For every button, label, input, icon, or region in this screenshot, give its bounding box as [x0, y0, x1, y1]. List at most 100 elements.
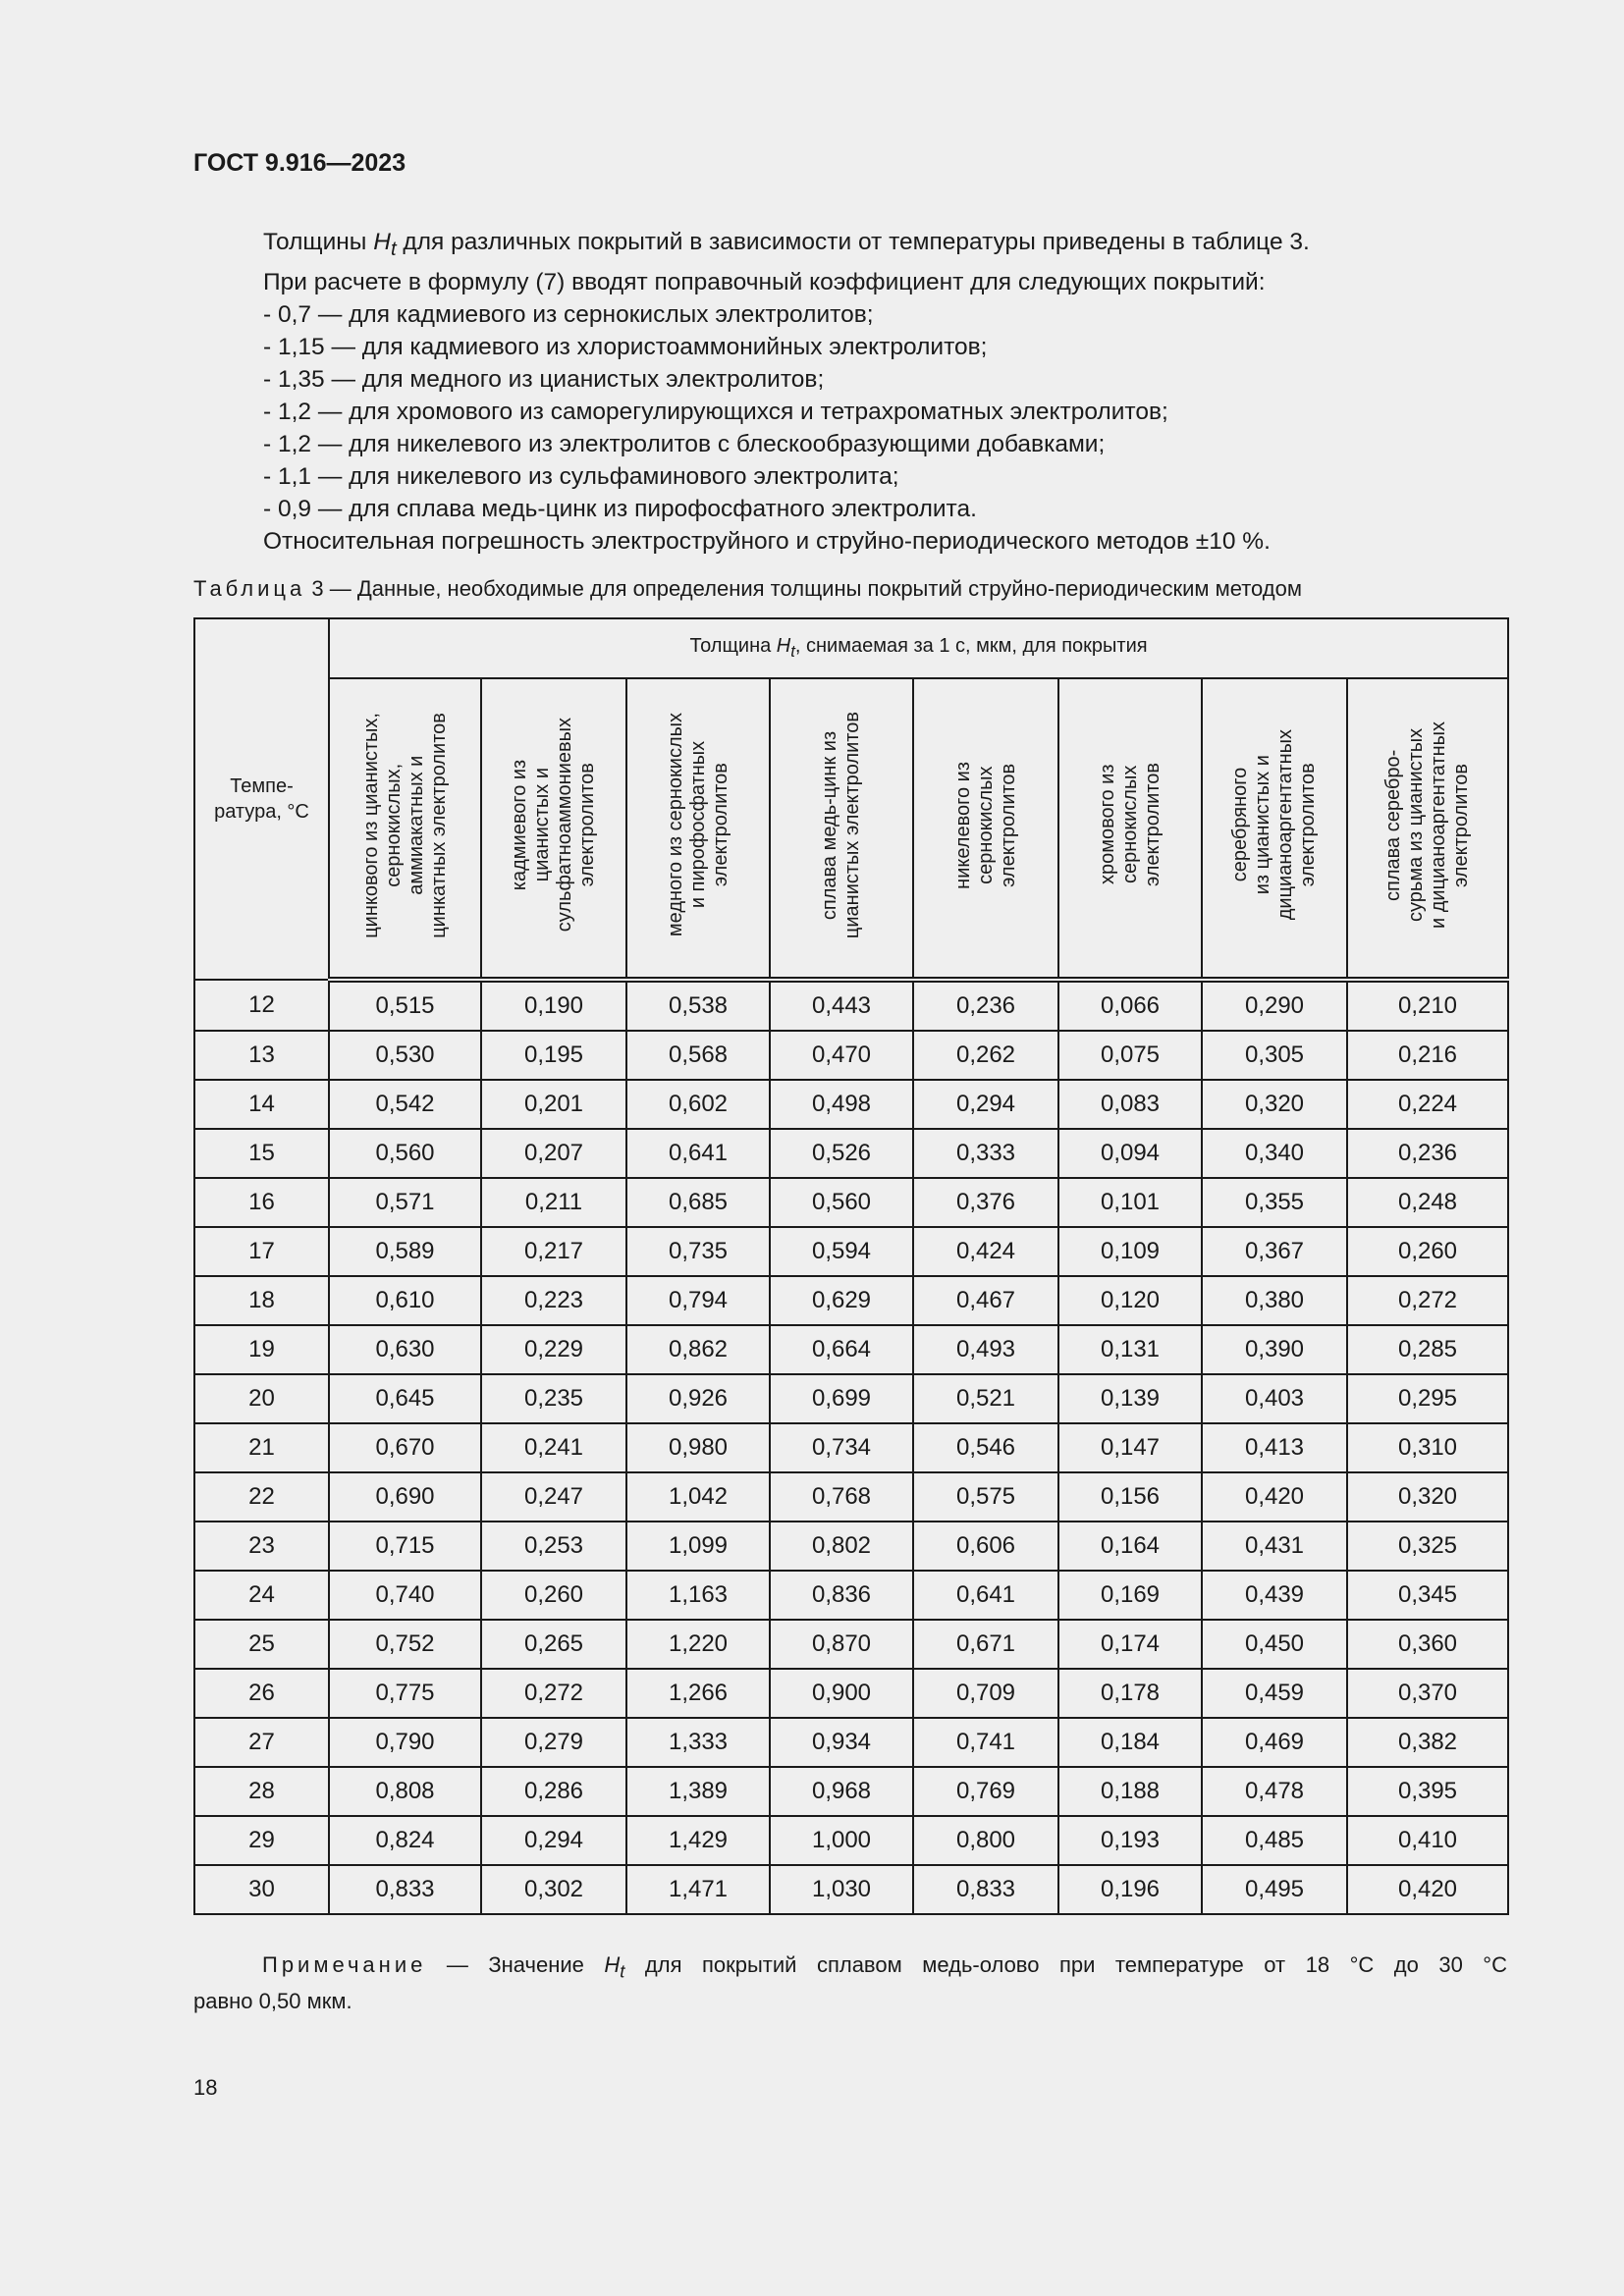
column-header-text: серебряного из цианистых и дицианоаргент…	[1229, 729, 1319, 921]
value-cell: 0,333	[912, 1128, 1059, 1179]
value-cell: 0,193	[1057, 1815, 1203, 1866]
value-cell: 0,294	[912, 1079, 1059, 1130]
value-cell: 0,768	[769, 1471, 914, 1522]
value-cell: 0,752	[328, 1619, 482, 1670]
value-cell: 0,526	[769, 1128, 914, 1179]
text: для различных покрытий в зависимости от …	[396, 229, 1310, 255]
value-cell: 0,262	[912, 1030, 1059, 1081]
column-header-text: сплава серебро- сурьма из цианистых и ди…	[1382, 721, 1472, 929]
value-cell: 0,498	[769, 1079, 914, 1130]
value-cell: 0,606	[912, 1521, 1059, 1572]
value-cell: 0,470	[769, 1030, 914, 1081]
column-header: сплава серебро- сурьма из цианистых и ди…	[1345, 677, 1510, 983]
value-cell: 0,294	[480, 1815, 627, 1866]
table-row: 13 0,530 0,195 0,568 0,470 0,262 0,075 0,305 0,2…	[193, 1030, 1510, 1081]
value-cell: 0,290	[1201, 979, 1348, 1032]
value-cell: 0,345	[1345, 1570, 1510, 1621]
value-cell: 0,325	[1345, 1521, 1510, 1572]
text: Толщина	[689, 635, 777, 657]
value-cell: 0,413	[1201, 1422, 1348, 1473]
value-cell: 0,645	[328, 1373, 482, 1424]
value-cell: 0,602	[625, 1079, 771, 1130]
value-cell: 0,467	[912, 1275, 1059, 1326]
value-cell: 0,439	[1201, 1570, 1348, 1621]
symbol-h: H	[776, 635, 791, 657]
paragraph-line: - 1,2 — для хромового из саморегулирующи…	[263, 398, 1168, 425]
value-cell: 0,094	[1057, 1128, 1203, 1179]
value-cell: 0,980	[625, 1422, 771, 1473]
value-cell: 0,690	[328, 1471, 482, 1522]
value-cell: 0,424	[912, 1226, 1059, 1277]
page-number: 18	[193, 2075, 218, 2100]
table-row: 18 0,610 0,223 0,794 0,629 0,467 0,120 0,380 0,2…	[193, 1275, 1510, 1326]
value-cell: 0,709	[912, 1668, 1059, 1719]
column-header-text: хромового из сернокислых электролитов	[1096, 763, 1164, 887]
value-cell: 0,685	[625, 1177, 771, 1228]
value-cell: 0,610	[328, 1275, 482, 1326]
value-cell: 0,530	[328, 1030, 482, 1081]
value-cell: 0,272	[480, 1668, 627, 1719]
value-cell: 0,836	[769, 1570, 914, 1621]
value-cell: 0,164	[1057, 1521, 1203, 1572]
value-cell: 0,201	[480, 1079, 627, 1130]
value-cell: 0,066	[1057, 979, 1203, 1032]
value-cell: 0,824	[328, 1815, 482, 1866]
value-cell: 0,195	[480, 1030, 627, 1081]
temperature-cell: 14	[193, 1079, 330, 1130]
value-cell: 0,420	[1201, 1471, 1348, 1522]
symbol-h: H	[604, 1952, 621, 1977]
value-cell: 0,862	[625, 1324, 771, 1375]
value-cell: 0,376	[912, 1177, 1059, 1228]
value-cell: 0,641	[625, 1128, 771, 1179]
value-cell: 0,478	[1201, 1766, 1348, 1817]
value-cell: 0,741	[912, 1717, 1059, 1768]
value-cell: 0,870	[769, 1619, 914, 1670]
temperature-cell: 29	[193, 1815, 330, 1866]
value-cell: 0,546	[912, 1422, 1059, 1473]
value-cell: 0,247	[480, 1471, 627, 1522]
value-cell: 0,184	[1057, 1717, 1203, 1768]
table-row: 28 0,808 0,286 1,389 0,968 0,769 0,188 0,478 0,3…	[193, 1766, 1510, 1817]
table-row: 22 0,690 0,247 1,042 0,768 0,575 0,156 0,420 0,3…	[193, 1471, 1510, 1522]
paragraph-line: - 0,9 — для сплава медь-цинк из пирофосф…	[263, 495, 977, 522]
value-cell: 1,471	[625, 1864, 771, 1915]
value-cell: 0,431	[1201, 1521, 1348, 1572]
symbol-h: H	[373, 229, 391, 255]
value-cell: 0,320	[1201, 1079, 1348, 1130]
paragraph-line: При расчете в формулу (7) вводят поправо…	[263, 268, 1266, 295]
value-cell: 1,000	[769, 1815, 914, 1866]
value-cell: 0,302	[480, 1864, 627, 1915]
temperature-cell: 27	[193, 1717, 330, 1768]
value-cell: 0,211	[480, 1177, 627, 1228]
temperature-cell: 19	[193, 1324, 330, 1375]
value-cell: 0,699	[769, 1373, 914, 1424]
value-cell: 0,630	[328, 1324, 482, 1375]
value-cell: 0,395	[1345, 1766, 1510, 1817]
value-cell: 0,469	[1201, 1717, 1348, 1768]
temperature-cell: 26	[193, 1668, 330, 1719]
temperature-header-text: Темпе- ратура, °C	[214, 775, 309, 823]
column-header: хромового из сернокислых электролитов	[1057, 677, 1203, 983]
table-row: 16 0,571 0,211 0,685 0,560 0,376 0,101 0,355 0,2…	[193, 1177, 1510, 1228]
temperature-cell: 21	[193, 1422, 330, 1473]
table-note: Примечание — Значение Ht для покрытий сп…	[193, 1949, 1507, 2016]
table-row: 25 0,752 0,265 1,220 0,870 0,671 0,174 0,450 0,3…	[193, 1619, 1510, 1670]
value-cell: 0,450	[1201, 1619, 1348, 1670]
column-header: цинкового из цианистых, сернокислых, амм…	[328, 677, 482, 983]
document-code: ГОСТ 9.916—2023	[193, 149, 406, 177]
value-cell: 0,229	[480, 1324, 627, 1375]
value-cell: 0,370	[1345, 1668, 1510, 1719]
paragraph-line: Относительная погрешность электроструйно…	[263, 527, 1271, 555]
value-cell: 0,800	[912, 1815, 1059, 1866]
value-cell: 0,139	[1057, 1373, 1203, 1424]
value-cell: 0,571	[328, 1177, 482, 1228]
value-cell: 0,641	[912, 1570, 1059, 1621]
note-line2: равно 0,50 мкм.	[193, 1989, 352, 2014]
value-cell: 0,495	[1201, 1864, 1348, 1915]
value-cell: 0,156	[1057, 1471, 1203, 1522]
value-cell: 0,235	[480, 1373, 627, 1424]
value-cell: 0,790	[328, 1717, 482, 1768]
value-cell: 0,217	[480, 1226, 627, 1277]
value-cell: 0,410	[1345, 1815, 1510, 1866]
paragraph-line: - 1,35 — для медного из цианистых электр…	[263, 365, 825, 393]
